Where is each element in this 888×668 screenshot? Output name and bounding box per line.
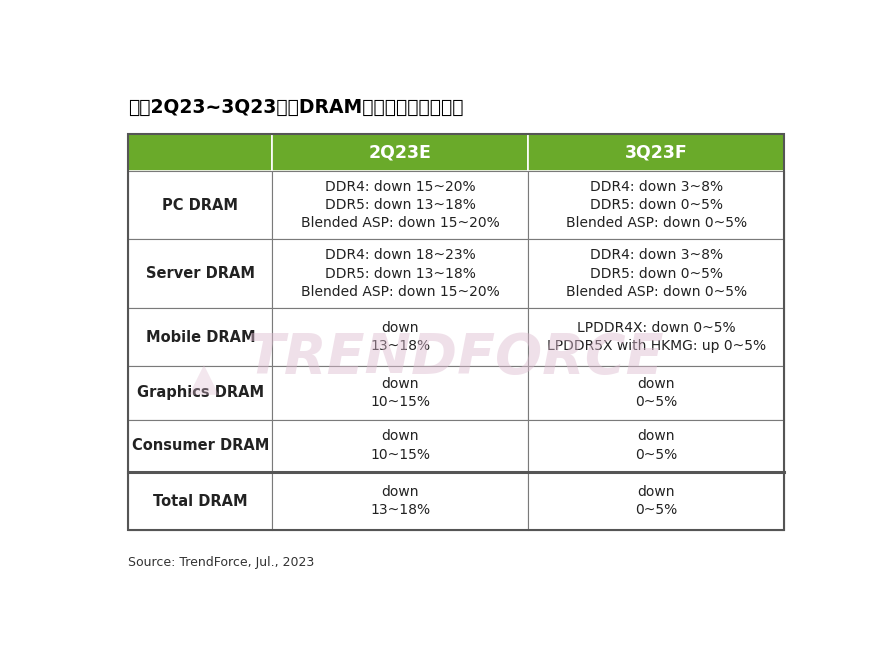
Bar (273, 366, 528, 420)
Bar (128, 420, 273, 472)
Bar (528, 134, 784, 171)
Bar (273, 308, 528, 366)
Text: DDR4: down 18~23%
DDR5: down 13~18%
Blended ASP: down 15~20%: DDR4: down 18~23% DDR5: down 13~18% Blen… (301, 248, 500, 299)
Bar (128, 239, 273, 308)
Bar (528, 239, 784, 308)
Bar (128, 171, 273, 239)
Bar (273, 239, 528, 308)
Text: DDR4: down 15~20%
DDR5: down 13~18%
Blended ASP: down 15~20%: DDR4: down 15~20% DDR5: down 13~18% Blen… (301, 180, 500, 230)
Text: down
13~18%: down 13~18% (370, 321, 431, 353)
Text: down
0~5%: down 0~5% (635, 430, 678, 462)
Bar (273, 171, 528, 239)
Bar (528, 308, 784, 366)
Text: PC DRAM: PC DRAM (163, 198, 238, 212)
Text: down
10~15%: down 10~15% (370, 430, 431, 462)
Text: DDR4: down 3~8%
DDR5: down 0~5%
Blended ASP: down 0~5%: DDR4: down 3~8% DDR5: down 0~5% Blended … (566, 180, 747, 230)
Text: LPDDR4X: down 0~5%
LPDDR5X with HKMG: up 0~5%: LPDDR4X: down 0~5% LPDDR5X with HKMG: up… (547, 321, 765, 353)
Bar (273, 472, 528, 530)
Text: Total DRAM: Total DRAM (153, 494, 248, 508)
Text: Mobile DRAM: Mobile DRAM (146, 329, 255, 345)
Text: 表、2Q23~3Q23各類DRAM產品價格漲跌幅預測: 表、2Q23~3Q23各類DRAM產品價格漲跌幅預測 (128, 98, 464, 117)
Bar (128, 308, 273, 366)
Bar (528, 366, 784, 420)
Bar (528, 472, 784, 530)
Text: down
0~5%: down 0~5% (635, 377, 678, 409)
Text: 2Q23E: 2Q23E (369, 144, 432, 162)
Bar (128, 134, 273, 171)
Text: TRENDFORCE: TRENDFORCE (246, 331, 664, 385)
Text: 3Q23F: 3Q23F (625, 144, 687, 162)
Text: down
13~18%: down 13~18% (370, 485, 431, 517)
Text: DDR4: down 3~8%
DDR5: down 0~5%
Blended ASP: down 0~5%: DDR4: down 3~8% DDR5: down 0~5% Blended … (566, 248, 747, 299)
Text: Source: TrendForce, Jul., 2023: Source: TrendForce, Jul., 2023 (128, 556, 314, 569)
Bar (528, 171, 784, 239)
Text: Server DRAM: Server DRAM (146, 266, 255, 281)
Bar (128, 472, 273, 530)
Bar (528, 420, 784, 472)
Text: down
0~5%: down 0~5% (635, 485, 678, 517)
Bar (128, 134, 784, 530)
Bar (273, 134, 528, 171)
Bar (128, 366, 273, 420)
Text: Graphics DRAM: Graphics DRAM (137, 385, 264, 400)
Bar (273, 420, 528, 472)
Text: down
10~15%: down 10~15% (370, 377, 431, 409)
Text: Consumer DRAM: Consumer DRAM (131, 438, 269, 453)
Text: ▲: ▲ (189, 359, 218, 397)
